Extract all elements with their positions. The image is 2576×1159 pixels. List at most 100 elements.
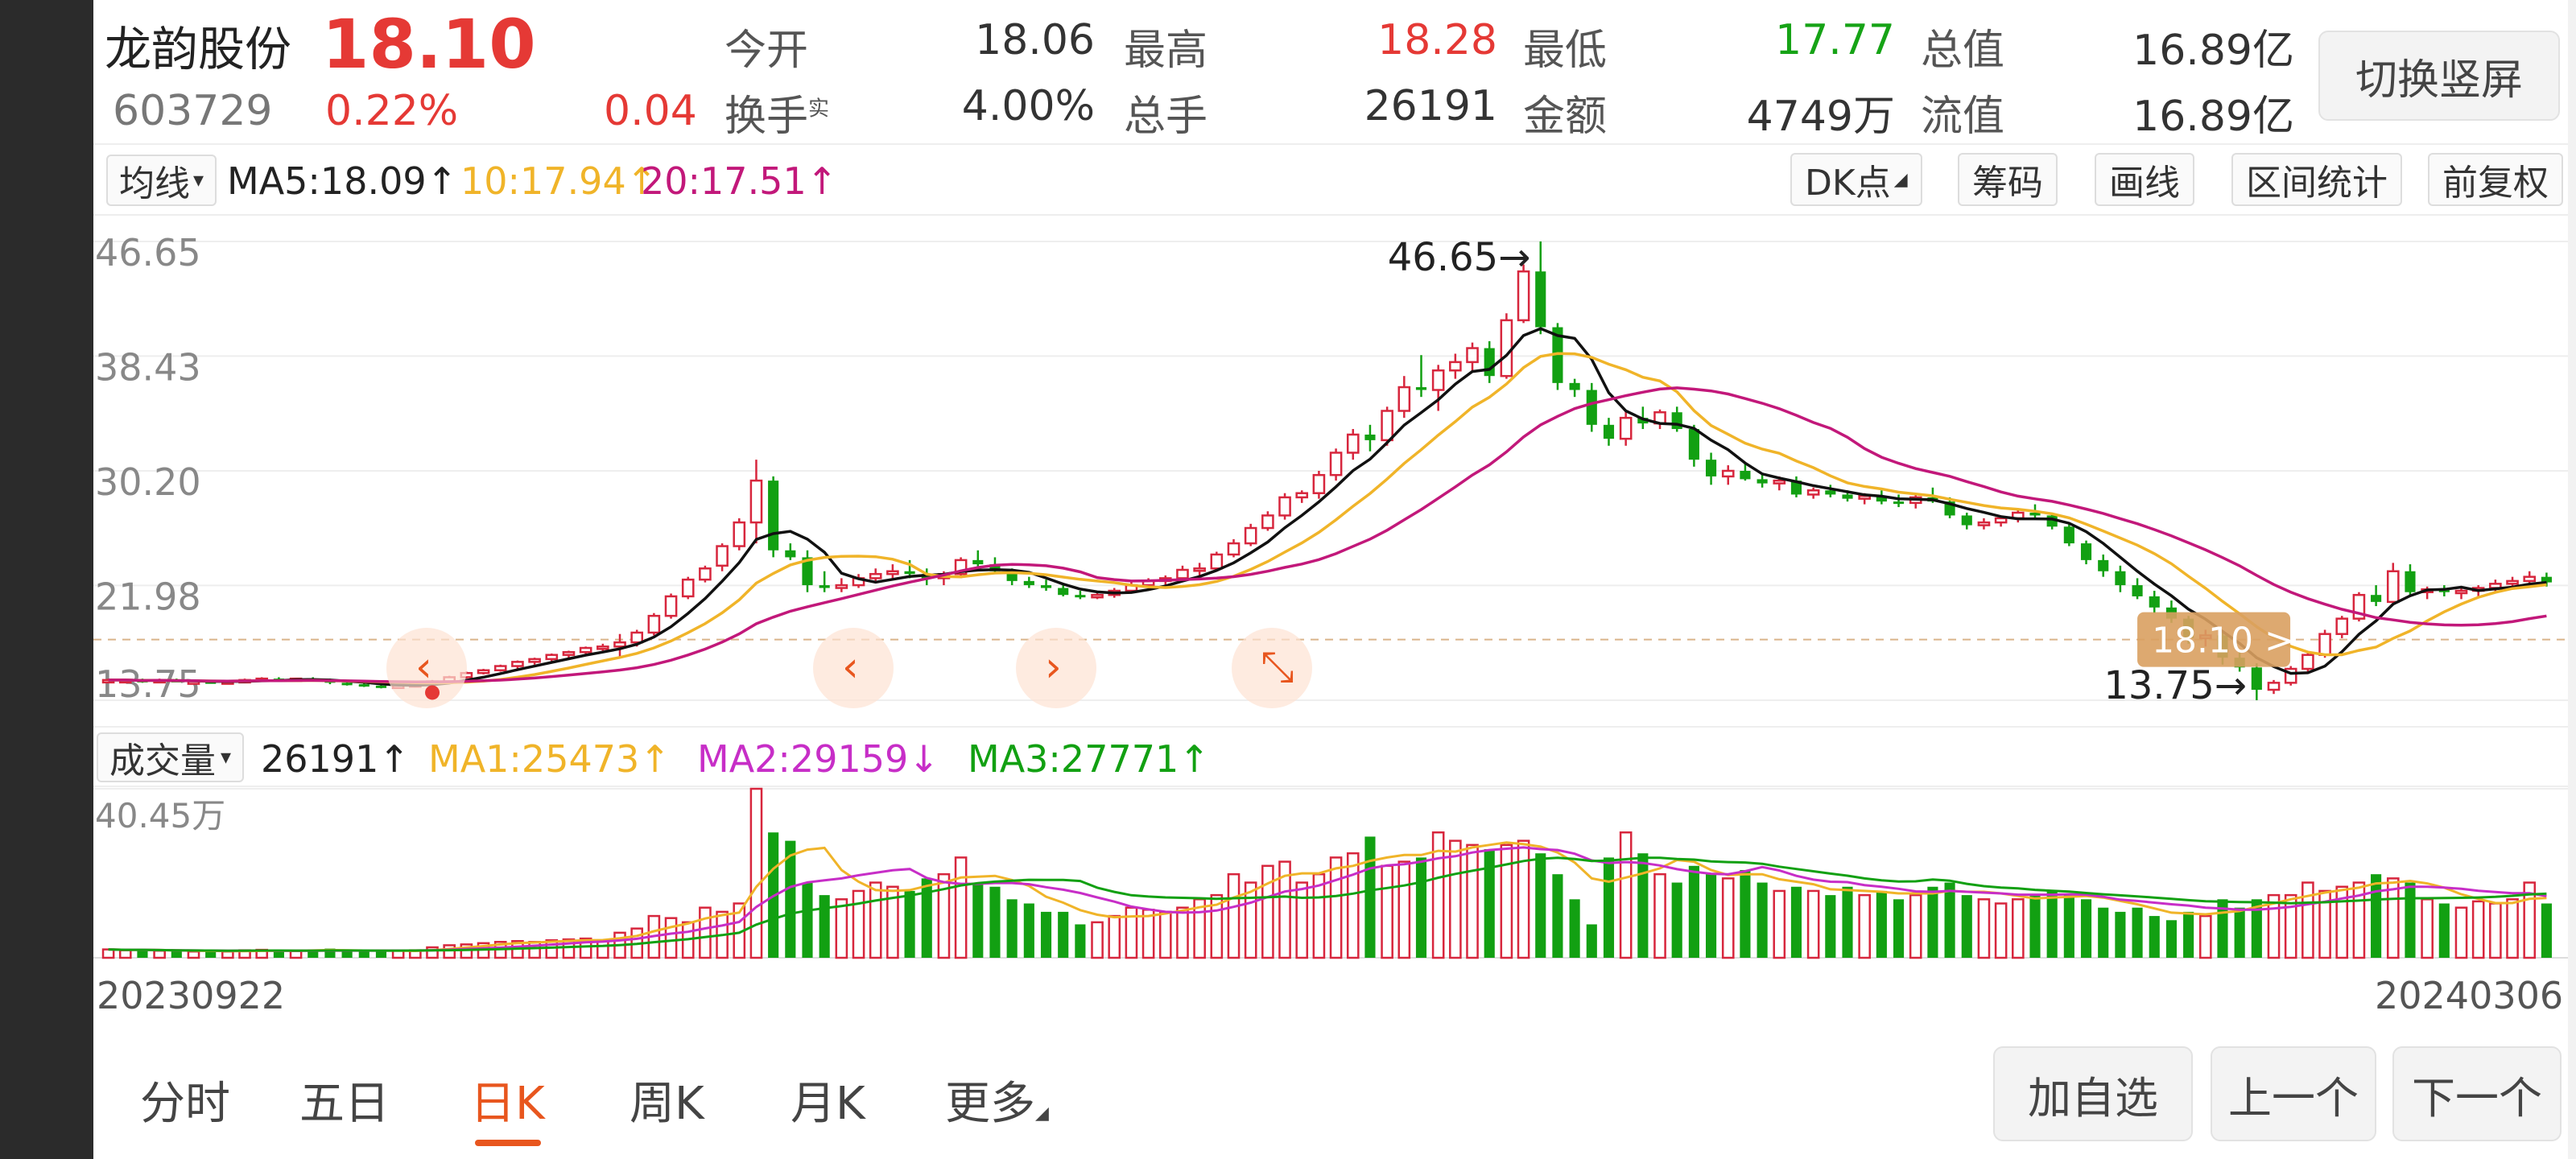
- volume-bar: [1517, 839, 1530, 959]
- high-label: 最高: [1124, 27, 1208, 75]
- chart-overlay: 46.65→ 13.75→18.10 > ‹ ‹ › ⤡: [386, 235, 2294, 708]
- mktcap-value: 16.89亿: [2132, 27, 2294, 75]
- volume-bar: [664, 917, 678, 959]
- price-axis: 46.65 38.43 30.20 21.98 13.75 40.45万: [95, 231, 225, 835]
- ma5-readout: MA5:18.09↑: [227, 159, 458, 203]
- volume-bar: [153, 949, 166, 959]
- volume-bar: [1876, 890, 1887, 958]
- volume-bar: [1961, 895, 1972, 958]
- candle-body: [1637, 418, 1649, 424]
- candle-body: [1893, 501, 1905, 505]
- volume-bar: [1449, 839, 1462, 959]
- volume-bar: [1158, 910, 1172, 959]
- start-date-label: 20230922: [97, 974, 286, 1017]
- candle-body: [768, 481, 779, 551]
- volume-bar: [308, 950, 319, 958]
- change-value: 0.04: [604, 87, 697, 135]
- adjust-button[interactable]: 前复权: [2428, 153, 2563, 206]
- dk-point-button[interactable]: DK点 ◢: [1790, 153, 1922, 206]
- volume-bar: [2438, 903, 2450, 958]
- turnover-value: 4.00%: [961, 82, 1095, 130]
- next-stock-button[interactable]: 下一个: [2392, 1046, 2562, 1141]
- tab-more[interactable]: 更多◢: [945, 1078, 1049, 1130]
- volume-bar: [819, 895, 830, 958]
- volume-bar: [2149, 916, 2160, 958]
- candle-body: [1244, 526, 1257, 545]
- tab-monthly-k[interactable]: 月K: [791, 1078, 865, 1130]
- float-value: 16.89亿: [2132, 93, 2294, 141]
- tab-five-day[interactable]: 五日: [299, 1078, 390, 1130]
- portrait-mode-button[interactable]: 切换竖屏: [2318, 31, 2560, 121]
- dropdown-arrow-icon: ▾: [193, 168, 204, 192]
- candle-body: [869, 572, 882, 580]
- candle-body: [1091, 593, 1104, 599]
- volume-bar: [1705, 874, 1717, 958]
- previous-stock-button[interactable]: 上一个: [2211, 1046, 2376, 1141]
- volume-bar: [1552, 874, 1563, 958]
- volume-bar: [221, 950, 234, 959]
- candle-body: [1023, 580, 1034, 586]
- volume-bar: [289, 950, 303, 959]
- volume-bar: [1075, 924, 1086, 958]
- volume-bar: [101, 948, 115, 959]
- volume-bar: [137, 950, 148, 958]
- kline-chart[interactable]: 46.65 38.43 30.20 21.98 13.75 40.45万 46.65→ 13…: [93, 217, 2568, 966]
- volume-bar: [1176, 906, 1189, 959]
- volume-bar: [1415, 857, 1427, 958]
- tab-intraday[interactable]: 分时: [140, 1078, 230, 1130]
- price-tick-label: 13.75: [95, 662, 201, 706]
- candle-body: [1040, 585, 1052, 588]
- vol-ma3-line: [108, 856, 2547, 952]
- mktcap-label: 总值: [1921, 27, 2005, 75]
- volume-bar: [1619, 831, 1633, 959]
- candle-body: [1705, 460, 1717, 476]
- candle-body: [2318, 633, 2331, 656]
- add-watchlist-button[interactable]: 加自选: [1993, 1046, 2193, 1141]
- volume-bar: [273, 951, 284, 958]
- volume-bar: [937, 872, 951, 959]
- draw-line-button[interactable]: 画线: [2095, 153, 2194, 206]
- volume-select[interactable]: 成交量 ▾: [97, 732, 245, 782]
- volume-bar: [118, 949, 132, 959]
- volume-bar: [341, 951, 353, 958]
- candle-body: [562, 650, 576, 656]
- candle-body: [681, 578, 695, 598]
- active-tab-indicator: [475, 1140, 541, 1146]
- volume-bar: [2063, 895, 2074, 958]
- candle-body: [1619, 416, 1633, 440]
- ma20-line: [108, 386, 2547, 683]
- volume-bar: [1500, 843, 1513, 959]
- volume-bar: [1757, 882, 1768, 958]
- volume-bar: [1484, 849, 1495, 958]
- left-edge-strip: [0, 0, 93, 1159]
- volume-bar: [2251, 899, 2262, 958]
- low-label: 最低: [1523, 27, 1608, 75]
- volume-bar: [2267, 893, 2281, 959]
- tab-weekly-k[interactable]: 周K: [630, 1078, 704, 1130]
- candle-body: [1603, 424, 1615, 439]
- volume-bar: [1740, 869, 1751, 958]
- zoom-out-glyph: ⤡: [1261, 643, 1294, 691]
- volume-bar: [324, 948, 336, 958]
- range-stats-button[interactable]: 区间统计: [2231, 153, 2402, 206]
- candle-body: [1552, 327, 1563, 383]
- candle-body: [972, 559, 984, 565]
- volume-bar: [2098, 907, 2109, 958]
- candle-body: [1227, 542, 1241, 556]
- volume-bar: [2165, 920, 2178, 958]
- scroll-left-glyph: ‹: [415, 643, 432, 691]
- candle-body: [1825, 490, 1836, 495]
- indicator-toolbar: 均线 ▾ MA5:18.09↑ 10:17.94↑ 20:17.51↑ DK点 ◢ …: [93, 143, 2568, 216]
- scrollbar-track[interactable]: [2568, 0, 2576, 1159]
- candle-body: [699, 567, 712, 581]
- ma-select[interactable]: 均线 ▾: [106, 155, 217, 206]
- volume-bar: [1721, 877, 1735, 959]
- volume-bar: [954, 856, 968, 959]
- candle-body: [1261, 514, 1274, 530]
- chips-button[interactable]: 筹码: [1958, 153, 2058, 206]
- tab-daily-k[interactable]: 日K: [470, 1078, 545, 1130]
- candle-body: [1876, 496, 1887, 502]
- candle-body: [358, 684, 369, 687]
- volume-bar: [2489, 902, 2502, 959]
- price-tick-label: 46.65: [95, 231, 201, 274]
